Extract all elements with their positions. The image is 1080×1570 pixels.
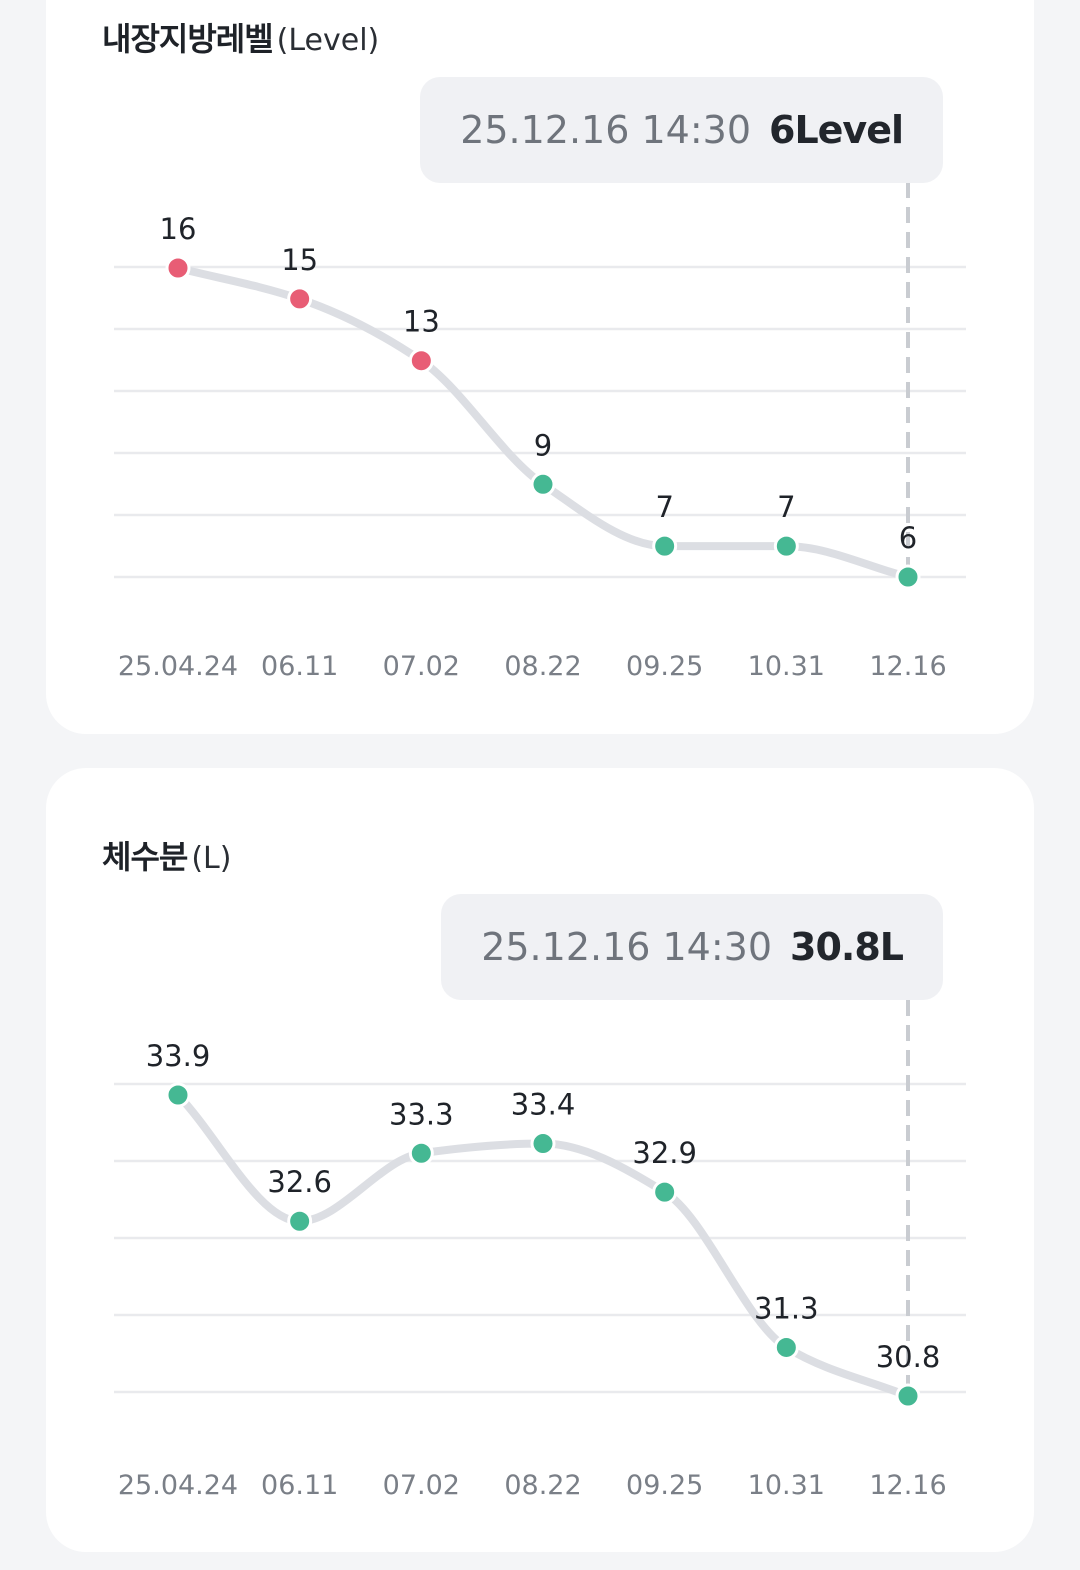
body-water-title: 체수분 (L) xyxy=(102,832,231,878)
body-water-data-point[interactable] xyxy=(895,1383,921,1409)
visceral-fat-x-tick-label: 09.25 xyxy=(626,651,703,682)
body-water-x-tick-label: 09.25 xyxy=(626,1470,703,1501)
body-water-value-label: 33.3 xyxy=(389,1097,454,1131)
body-water-x-tick-label: 08.22 xyxy=(504,1470,581,1501)
visceral-fat-x-tick-label: 12.16 xyxy=(869,651,946,682)
body-water-value-label: 30.8 xyxy=(876,1340,941,1374)
visceral-fat-data-point[interactable] xyxy=(530,471,556,497)
visceral-fat-value-label: 7 xyxy=(655,490,673,524)
visceral-fat-title: 내장지방레벨 (Level) xyxy=(102,14,379,60)
body-water-value-label: 32.9 xyxy=(632,1136,697,1170)
body-water-value-label: 33.4 xyxy=(511,1088,576,1122)
body-water-value-label: 31.3 xyxy=(754,1291,819,1325)
visceral-fat-x-tick-label: 10.31 xyxy=(748,651,825,682)
body-water-data-point[interactable] xyxy=(287,1208,313,1234)
body-water-tooltip-value: 30.8L xyxy=(790,925,904,969)
visceral-fat-data-point[interactable] xyxy=(165,255,191,281)
visceral-fat-value-label: 16 xyxy=(160,212,197,246)
body-water-title-text: 체수분 xyxy=(102,838,188,876)
visceral-fat-data-point[interactable] xyxy=(287,286,313,312)
body-water-x-tick-label: 06.11 xyxy=(261,1470,338,1501)
body-water-data-point[interactable] xyxy=(773,1334,799,1360)
body-water-data-point[interactable] xyxy=(165,1082,191,1108)
body-water-x-tick-label: 10.31 xyxy=(748,1470,825,1501)
body-water-x-tick-label: 07.02 xyxy=(383,1470,460,1501)
body-water-unit: (L) xyxy=(191,841,232,876)
body-water-data-point[interactable] xyxy=(530,1131,556,1157)
visceral-fat-data-point[interactable] xyxy=(408,348,434,374)
visceral-fat-tooltip: 25.12.16 14:30 6Level xyxy=(420,77,943,183)
body-water-chart[interactable]: 33.9 32.6 33.3 33.4 32.9 31.3 30.8 25.04.24 06.1… xyxy=(46,768,1034,1552)
body-water-card: 체수분 (L) 33.9 32.6 33.3 33.4 32.9 31.3 30.8 25.04… xyxy=(46,768,1034,1552)
body-water-value-label: 32.6 xyxy=(267,1165,332,1199)
body-water-data-point[interactable] xyxy=(408,1140,434,1166)
body-water-tooltip: 25.12.16 14:30 30.8L xyxy=(441,894,943,1000)
visceral-fat-unit: (Level) xyxy=(276,23,380,58)
visceral-fat-card: 내장지방레벨 (Level) 16 15 13 9 7 7 6 25.04.24 06.11 07.… xyxy=(46,0,1034,734)
visceral-fat-x-tick-label: 25.04.24 xyxy=(118,651,238,682)
body-water-tooltip-date: 25.12.16 14:30 xyxy=(481,925,773,969)
visceral-fat-x-tick-label: 08.22 xyxy=(504,651,581,682)
visceral-fat-title-text: 내장지방레벨 xyxy=(102,20,274,58)
body-water-data-point[interactable] xyxy=(652,1179,678,1205)
visceral-fat-tooltip-date: 25.12.16 14:30 xyxy=(460,108,751,152)
body-water-value-label: 33.9 xyxy=(146,1039,211,1073)
visceral-fat-data-point[interactable] xyxy=(895,564,921,590)
visceral-fat-x-tick-label: 07.02 xyxy=(383,651,460,682)
visceral-fat-x-tick-label: 06.11 xyxy=(261,651,338,682)
visceral-fat-value-label: 7 xyxy=(777,490,795,524)
visceral-fat-trend-line xyxy=(174,264,912,581)
visceral-fat-data-point[interactable] xyxy=(773,533,799,559)
visceral-fat-value-label: 9 xyxy=(534,428,552,462)
visceral-fat-value-label: 6 xyxy=(899,521,917,555)
visceral-fat-data-point[interactable] xyxy=(652,533,678,559)
visceral-fat-value-label: 15 xyxy=(281,243,318,277)
body-water-x-tick-label: 25.04.24 xyxy=(118,1470,238,1501)
visceral-fat-chart[interactable]: 16 15 13 9 7 7 6 25.04.24 06.11 07.02 08.22 09.25 10… xyxy=(46,0,1034,734)
body-water-x-tick-label: 12.16 xyxy=(869,1470,946,1501)
visceral-fat-tooltip-value: 6Level xyxy=(769,108,904,152)
visceral-fat-value-label: 13 xyxy=(403,305,440,339)
